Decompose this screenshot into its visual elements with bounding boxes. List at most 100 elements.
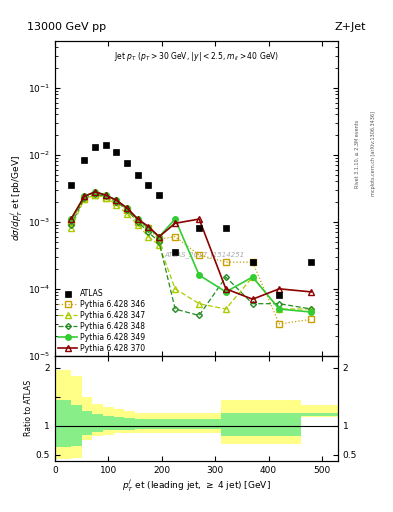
Bar xyxy=(156,413,167,433)
Pythia 6.428 348 xyxy=(197,312,202,318)
Pythia 6.428 346 xyxy=(136,219,140,225)
Pythia 6.428 347 xyxy=(125,211,129,217)
Pythia 6.428 349 xyxy=(173,216,178,222)
Pythia 6.428 347 xyxy=(173,286,178,292)
Bar xyxy=(301,406,338,417)
Pythia 6.428 370 xyxy=(136,216,140,222)
Pythia 6.428 346 xyxy=(173,233,178,240)
Text: 13000 GeV pp: 13000 GeV pp xyxy=(27,22,106,32)
Bar xyxy=(194,419,220,429)
Pythia 6.428 346 xyxy=(250,259,255,265)
Pythia 6.428 347 xyxy=(277,306,282,312)
Pythia 6.428 348 xyxy=(173,306,178,312)
Bar xyxy=(194,413,220,433)
Pythia 6.428 370 xyxy=(224,286,228,292)
Bar xyxy=(125,411,135,433)
Bar xyxy=(114,417,125,430)
Pythia 6.428 348 xyxy=(82,195,87,201)
Pythia 6.428 348 xyxy=(69,222,73,228)
Pythia 6.428 370 xyxy=(277,286,282,292)
Pythia 6.428 349 xyxy=(224,289,228,295)
Pythia 6.428 348 xyxy=(136,219,140,225)
Text: Jet $p_T$ ($p_T > 30$ GeV, $|y| < 2.5$, $m_{ll} > 40$ GeV): Jet $p_T$ ($p_T > 30$ GeV, $|y| < 2.5$, … xyxy=(114,50,279,63)
ATLAS xyxy=(224,225,228,231)
Pythia 6.428 346 xyxy=(93,192,97,198)
Bar xyxy=(55,370,71,459)
Pythia 6.428 349 xyxy=(114,197,119,203)
Pythia 6.428 347 xyxy=(82,196,87,202)
Pythia 6.428 348 xyxy=(277,301,282,307)
Pythia 6.428 349 xyxy=(309,309,314,315)
Bar xyxy=(71,376,82,458)
Pythia 6.428 346 xyxy=(103,195,108,201)
Pythia 6.428 348 xyxy=(125,207,129,213)
Pythia 6.428 347 xyxy=(197,301,202,307)
ATLAS xyxy=(93,144,97,150)
ATLAS xyxy=(136,172,140,178)
Pythia 6.428 347 xyxy=(309,306,314,312)
Pythia 6.428 347 xyxy=(250,274,255,280)
Pythia 6.428 346 xyxy=(309,316,314,323)
Pythia 6.428 349 xyxy=(277,306,282,312)
Bar xyxy=(156,419,167,429)
Pythia 6.428 349 xyxy=(146,225,151,231)
ATLAS xyxy=(157,192,162,198)
Bar xyxy=(135,419,146,429)
Bar xyxy=(125,418,135,430)
Bar xyxy=(82,411,92,435)
ATLAS xyxy=(82,157,87,163)
Bar xyxy=(71,406,82,446)
Pythia 6.428 349 xyxy=(136,216,140,222)
Pythia 6.428 370 xyxy=(103,192,108,198)
X-axis label: $p_T^j$ et (leading jet, $\geq$ 4 jet) [GeV]: $p_T^j$ et (leading jet, $\geq$ 4 jet) [… xyxy=(122,477,271,494)
Pythia 6.428 348 xyxy=(224,274,228,280)
Bar xyxy=(103,407,114,435)
Pythia 6.428 346 xyxy=(157,236,162,242)
Pythia 6.428 346 xyxy=(277,321,282,327)
Pythia 6.428 348 xyxy=(103,193,108,199)
Line: Pythia 6.428 347: Pythia 6.428 347 xyxy=(68,193,314,312)
Pythia 6.428 347 xyxy=(136,222,140,228)
Pythia 6.428 348 xyxy=(114,199,119,205)
Bar xyxy=(247,413,301,436)
Bar xyxy=(167,413,194,433)
Pythia 6.428 347 xyxy=(93,192,97,198)
Pythia 6.428 348 xyxy=(93,191,97,197)
Pythia 6.428 370 xyxy=(250,296,255,302)
Bar xyxy=(167,419,194,429)
ATLAS xyxy=(277,292,282,298)
ATLAS xyxy=(250,259,255,265)
Bar xyxy=(146,419,156,429)
Pythia 6.428 370 xyxy=(69,216,73,222)
Pythia 6.428 370 xyxy=(114,197,119,203)
Pythia 6.428 349 xyxy=(103,192,108,198)
Pythia 6.428 370 xyxy=(82,193,87,199)
Pythia 6.428 370 xyxy=(173,220,178,226)
Pythia 6.428 349 xyxy=(250,274,255,280)
Bar xyxy=(220,413,247,436)
Pythia 6.428 349 xyxy=(197,272,202,278)
Pythia 6.428 346 xyxy=(146,225,151,231)
ATLAS xyxy=(309,259,314,265)
Pythia 6.428 347 xyxy=(103,195,108,201)
Pythia 6.428 348 xyxy=(309,306,314,312)
Line: Pythia 6.428 349: Pythia 6.428 349 xyxy=(68,189,314,315)
Pythia 6.428 349 xyxy=(93,189,97,195)
Pythia 6.428 370 xyxy=(157,233,162,240)
Bar xyxy=(92,403,103,436)
ATLAS xyxy=(197,225,202,231)
Pythia 6.428 346 xyxy=(125,207,129,213)
Bar xyxy=(135,413,146,433)
ATLAS xyxy=(69,182,73,188)
Pythia 6.428 347 xyxy=(114,202,119,208)
ATLAS xyxy=(125,160,129,166)
Text: mcplots.cern.ch [arXiv:1306.3436]: mcplots.cern.ch [arXiv:1306.3436] xyxy=(371,111,376,196)
Text: ATLAS_2017_I1514251: ATLAS_2017_I1514251 xyxy=(165,252,245,259)
Bar xyxy=(247,399,301,444)
Line: Pythia 6.428 370: Pythia 6.428 370 xyxy=(68,189,314,302)
Legend: ATLAS, Pythia 6.428 346, Pythia 6.428 347, Pythia 6.428 348, Pythia 6.428 349, P: ATLAS, Pythia 6.428 346, Pythia 6.428 34… xyxy=(57,288,146,354)
Bar xyxy=(301,413,338,416)
Pythia 6.428 346 xyxy=(114,199,119,205)
Pythia 6.428 348 xyxy=(146,229,151,236)
Pythia 6.428 349 xyxy=(82,193,87,199)
